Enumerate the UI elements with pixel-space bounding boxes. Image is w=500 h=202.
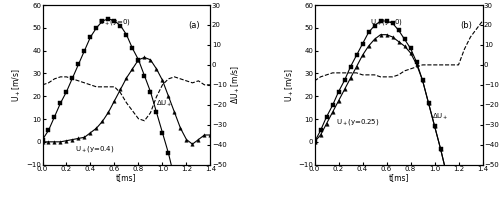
- Y-axis label: U$_+$[m/s]: U$_+$[m/s]: [11, 68, 24, 102]
- Text: ΔU$_+$: ΔU$_+$: [156, 98, 173, 108]
- X-axis label: t[ms]: t[ms]: [116, 173, 136, 182]
- Text: ΔU$_+$: ΔU$_+$: [432, 112, 448, 122]
- Text: U$_+$(y=0.4): U$_+$(y=0.4): [75, 144, 114, 155]
- Text: (b): (b): [460, 21, 472, 30]
- Text: (a): (a): [188, 21, 200, 30]
- X-axis label: t[ms]: t[ms]: [388, 173, 409, 182]
- Y-axis label: U$_+$[m/s]: U$_+$[m/s]: [283, 68, 296, 102]
- Y-axis label: ΔU$_+$[m/s]: ΔU$_+$[m/s]: [230, 65, 242, 104]
- Text: U$_+$(y=0): U$_+$(y=0): [370, 17, 402, 27]
- Text: U$_+$(y=0.25): U$_+$(y=0.25): [336, 117, 380, 127]
- Text: U$_+$(y=0): U$_+$(y=0): [98, 17, 130, 27]
